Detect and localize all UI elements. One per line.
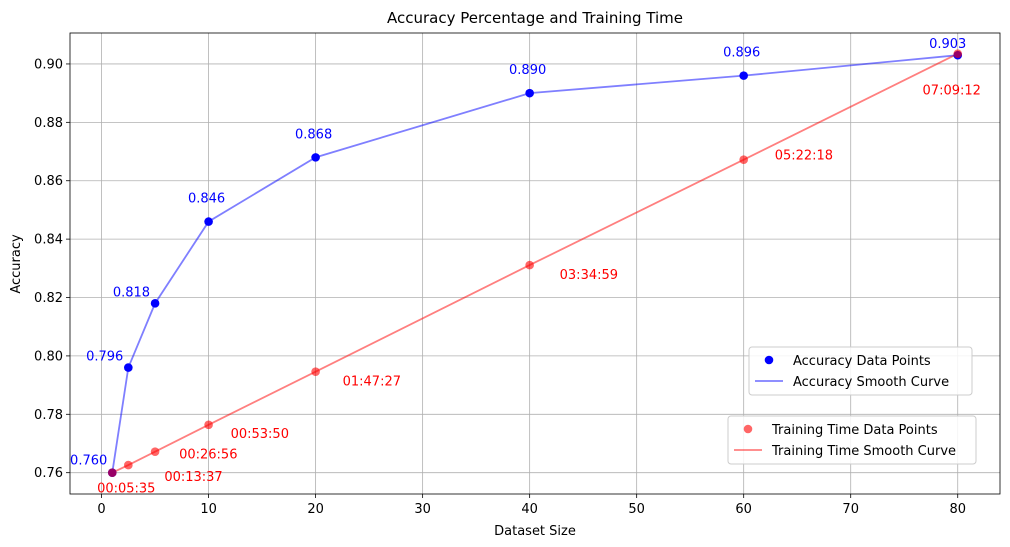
accuracy-label: 0.890 bbox=[509, 63, 546, 78]
training-time-label: 00:53:50 bbox=[231, 427, 289, 442]
x-tick-label: 80 bbox=[949, 502, 966, 517]
legend-line-label: Accuracy Smooth Curve bbox=[793, 375, 949, 390]
training-time-label: 00:05:35 bbox=[97, 482, 155, 497]
accuracy-label: 0.896 bbox=[723, 46, 760, 61]
x-tick-label: 0 bbox=[97, 502, 105, 517]
accuracy-point bbox=[124, 363, 133, 372]
x-tick-label: 60 bbox=[735, 502, 752, 517]
training-time-label: 05:22:18 bbox=[775, 149, 833, 164]
accuracy-point bbox=[525, 88, 534, 98]
annotations: 0.760 0.796 0.818 0.846 0.868 0.890 0.896 0.903… bbox=[70, 37, 981, 496]
training-time-label: 07:09:12 bbox=[923, 84, 981, 99]
x-tick-label: 30 bbox=[414, 502, 431, 517]
training-time-point bbox=[953, 49, 963, 59]
accuracy-label: 0.818 bbox=[113, 285, 150, 300]
points bbox=[107, 49, 963, 477]
accuracy-point bbox=[739, 71, 748, 80]
x-tick-label: 50 bbox=[628, 502, 645, 517]
accuracy-label: 0.868 bbox=[295, 127, 332, 142]
training-time-point bbox=[150, 447, 160, 456]
y-tick-label: 0.88 bbox=[34, 116, 63, 131]
accuracy-point bbox=[150, 299, 160, 308]
chart-title: Accuracy Percentage and Training Time bbox=[387, 9, 683, 27]
legend-box bbox=[727, 415, 977, 465]
training-time-curve bbox=[111, 52, 959, 474]
legend-accuracy: Accuracy Data Points Accuracy Smooth Curv… bbox=[748, 346, 973, 396]
x-tick-label: 70 bbox=[842, 502, 859, 517]
plot-frame bbox=[69, 32, 1001, 495]
y-tick-label: 0.84 bbox=[34, 233, 63, 248]
accuracy-label: 0.796 bbox=[86, 350, 123, 365]
accuracy-point bbox=[204, 217, 213, 226]
training-time-point bbox=[525, 260, 534, 270]
y-tick-label: 0.80 bbox=[34, 349, 63, 364]
accuracy-point bbox=[311, 153, 320, 162]
training-time-label: 03:34:59 bbox=[560, 268, 618, 283]
training-time-point bbox=[311, 367, 320, 376]
legend-line-label: Training Time Smooth Curve bbox=[771, 444, 956, 459]
y-tick-label: 0.76 bbox=[34, 466, 63, 481]
grid bbox=[70, 33, 1000, 494]
legend-point-marker bbox=[764, 355, 774, 365]
legend-training-time: Training Time Data Points Training Time S… bbox=[727, 415, 977, 465]
legends: Accuracy Data Points Accuracy Smooth Curv… bbox=[727, 346, 977, 465]
accuracy-label: 0.903 bbox=[929, 37, 966, 52]
training-time-point bbox=[124, 460, 133, 470]
y-tick-label: 0.78 bbox=[34, 408, 63, 423]
x-tick-label: 20 bbox=[307, 502, 324, 517]
accuracy-label: 0.760 bbox=[70, 454, 107, 469]
training-time-label: 00:26:56 bbox=[179, 448, 237, 463]
x-tick-label: 10 bbox=[200, 502, 217, 517]
training-time-point bbox=[739, 155, 748, 165]
legend-point-marker bbox=[743, 424, 753, 434]
axes: 0 10 20 30 40 50 60 70 80 0.76 0.78 0.80 0.82 0.84 0.8… bbox=[34, 32, 1001, 517]
training-time-label: 01:47:27 bbox=[343, 375, 401, 390]
y-tick-label: 0.90 bbox=[34, 57, 63, 72]
legend-point-label: Training Time Data Points bbox=[771, 423, 938, 438]
legend-point-label: Accuracy Data Points bbox=[793, 354, 931, 369]
training-time-point bbox=[204, 420, 213, 430]
accuracy-curve bbox=[111, 54, 958, 473]
curves bbox=[111, 52, 959, 474]
accuracy-label: 0.846 bbox=[188, 192, 225, 207]
y-axis-label: Accuracy bbox=[9, 234, 24, 294]
y-tick-label: 0.82 bbox=[34, 291, 63, 306]
legend-box bbox=[748, 346, 973, 396]
x-axis-label: Dataset Size bbox=[494, 524, 576, 539]
training-time-point bbox=[107, 468, 117, 477]
y-tick-label: 0.86 bbox=[34, 174, 63, 189]
training-time-label: 00:13:37 bbox=[164, 470, 222, 485]
x-tick-label: 40 bbox=[521, 502, 538, 517]
